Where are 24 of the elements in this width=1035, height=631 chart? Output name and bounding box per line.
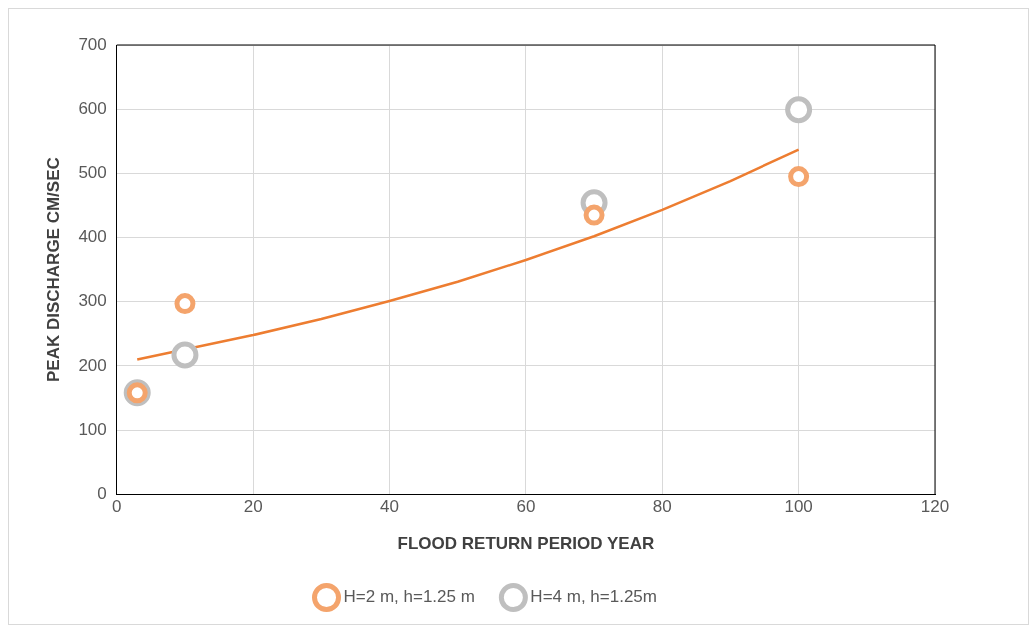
point (174, 293, 196, 315)
y-tick-label: 700 (78, 34, 107, 54)
x-axis-title: FLOOD RETURN PERIOD YEAR (397, 534, 655, 554)
y-tick-label: 600 (78, 98, 107, 118)
y-tick-label: 300 (78, 291, 107, 311)
point (583, 204, 605, 226)
x-tick-label: 80 (652, 497, 672, 517)
point (788, 166, 810, 188)
y-tick-label: 100 (78, 419, 107, 439)
point (171, 341, 199, 369)
y-tick-label: 500 (78, 163, 107, 183)
x-tick-label: 0 (112, 497, 122, 517)
x-tick-label: 60 (516, 497, 536, 517)
legend-label: H=2 m, h=1.25 m (343, 587, 475, 607)
y-tick-label: 400 (78, 227, 107, 247)
x-tick-label: 40 (380, 497, 399, 517)
y-tick-label: 0 (97, 483, 107, 503)
legend-label: H=4 m, h=1.25m (530, 587, 657, 607)
x-tick-label: 100 (784, 497, 813, 517)
y-tick-label: 200 (78, 355, 107, 375)
y-axis-title: PEAK DISCHARGE CM/SEC (43, 157, 63, 383)
x-tick-label: 20 (243, 497, 263, 517)
x-tick-label: 120 (920, 497, 950, 517)
point (785, 96, 813, 124)
